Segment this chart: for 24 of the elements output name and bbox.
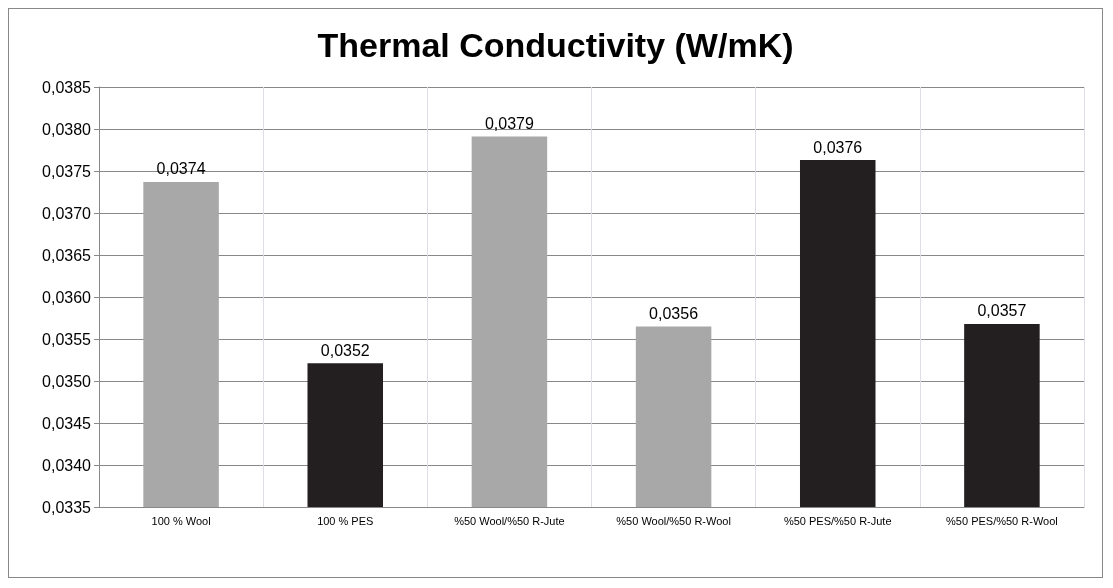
x-tick-label: %50 Wool/%50 R-Wool — [616, 514, 731, 527]
y-tick-label: 0,0360 — [42, 288, 92, 306]
x-tick-label: 100 % Wool — [151, 514, 211, 527]
data-label: 0,0357 — [977, 302, 1027, 320]
y-tick-label: 0,0350 — [42, 372, 92, 390]
x-tick-label: %50 PES/%50 R-Wool — [946, 514, 1058, 527]
data-label: 0,0352 — [320, 341, 370, 359]
x-tick-label: %50 PES/%50 R-Jute — [783, 514, 892, 527]
data-label: 0,0379 — [484, 115, 534, 133]
chart-title: Thermal Conductivity (W/mK) — [317, 26, 794, 64]
x-tick-label: 100 % PES — [317, 514, 374, 527]
data-label: 0,0374 — [156, 160, 206, 178]
y-tick-label: 0,0385 — [42, 78, 92, 96]
x-tick-label: %50 Wool/%50 R-Jute — [454, 514, 565, 527]
y-tick-label: 0,0335 — [42, 498, 92, 516]
y-tick-label: 0,0355 — [42, 330, 92, 348]
y-tick-label: 0,0345 — [42, 414, 92, 432]
y-tick-label: 0,0370 — [42, 204, 92, 222]
data-label: 0,0376 — [813, 138, 863, 156]
y-tick-label: 0,0375 — [42, 162, 92, 180]
y-tick-label: 0,0365 — [42, 246, 92, 264]
data-label: 0,0356 — [649, 304, 699, 322]
y-tick-label: 0,0340 — [42, 456, 92, 474]
y-tick-label: 0,0380 — [42, 120, 92, 138]
